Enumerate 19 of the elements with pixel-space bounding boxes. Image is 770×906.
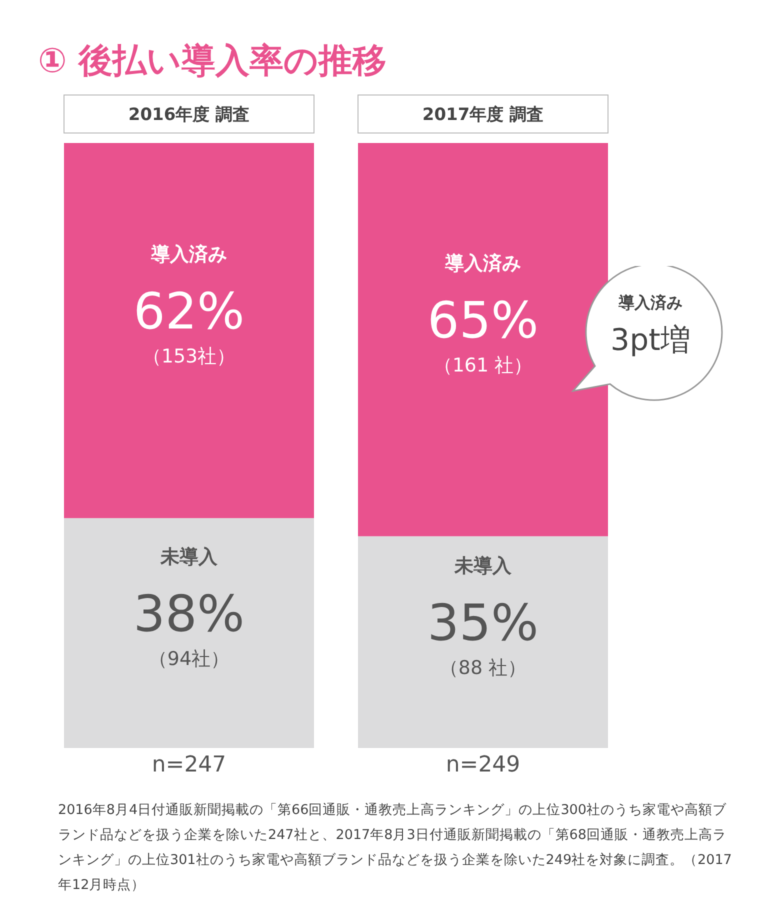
- chart-title: ① 後払い導入率の推移: [38, 40, 387, 83]
- annotation: 導入済み 3pt増: [610, 293, 692, 360]
- text: n=249: [446, 752, 520, 778]
- annotation: （161 社）: [433, 354, 533, 377]
- series-label: 導入済み: [150, 244, 227, 266]
- annotation: （94社）: [148, 648, 230, 670]
- data-label: 38%: [133, 585, 245, 644]
- series-label: 未導入: [454, 555, 512, 578]
- text: n=247: [152, 752, 226, 778]
- x-tick-label: 2016年度 調査: [128, 105, 250, 125]
- data-label: 65%: [427, 292, 539, 350]
- text: 2016年8月4日付通販新聞掲載の「第66回通販・通教売上高ランキング」の上位300社のうち家電や高額ブランド品などを扱う企業を除いた247社と、2017年8月3日付通販新聞掲載の「第68回通販・通教売上高ランキング」の上位301社のうち家電や高額ブランド品などを扱う企業を除いた249社を対象に調査。（2017年12月時点）: [58, 801, 733, 895]
- annotation: （88 社）: [439, 657, 527, 680]
- data-label: 35%: [427, 594, 539, 652]
- text: 導入済み: [445, 252, 521, 275]
- text: 未導入: [160, 546, 218, 568]
- annotation: （153社）: [142, 346, 236, 368]
- data-label: 62%: [133, 282, 245, 341]
- x-tick-label: 2017年度 調査: [422, 105, 544, 125]
